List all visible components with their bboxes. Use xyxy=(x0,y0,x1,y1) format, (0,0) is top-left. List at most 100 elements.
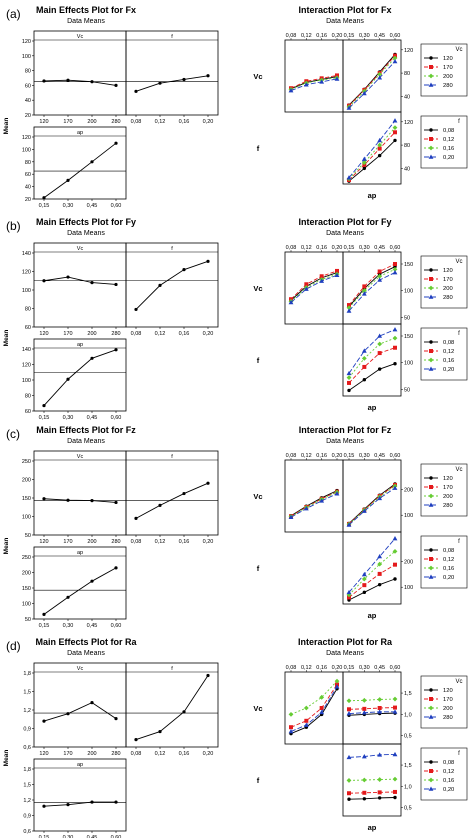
series-point xyxy=(334,684,340,689)
series-line xyxy=(348,578,396,601)
y-tick-label: 80 xyxy=(25,307,31,313)
series-point xyxy=(334,76,340,81)
x-tick-label: 200 xyxy=(87,119,96,125)
series-point xyxy=(393,795,397,800)
legend-item-label: 0,12 xyxy=(443,557,454,563)
series-line xyxy=(348,54,396,106)
series-line xyxy=(290,76,338,90)
series-point xyxy=(392,55,398,61)
series-line xyxy=(290,686,338,732)
series-line xyxy=(348,797,396,800)
x-tick-label: 0,45 xyxy=(87,623,98,629)
series-point xyxy=(303,705,309,711)
legend-item-label: 0,08 xyxy=(443,340,454,346)
y-tick-label: 0,9 xyxy=(23,727,31,733)
series-point xyxy=(347,303,351,308)
series-point xyxy=(377,706,382,710)
y-tick-label: 100 xyxy=(404,513,413,519)
main-effect-point xyxy=(182,77,186,82)
main-effect-point xyxy=(134,738,138,742)
series-point xyxy=(304,282,309,287)
y-tick-label: 20 xyxy=(25,113,31,119)
y-tick-label: 50 xyxy=(404,315,410,321)
series-point xyxy=(392,709,398,714)
legend-swatch-marker xyxy=(429,65,433,69)
panel-label: (b) xyxy=(6,219,21,233)
x-tick-label: 0,12 xyxy=(155,119,166,125)
y-tick-label: 100 xyxy=(22,515,31,521)
series-line xyxy=(290,78,338,91)
facet-frame xyxy=(125,450,219,536)
legend-swatch-marker xyxy=(428,493,434,499)
series-point xyxy=(377,367,382,371)
series-point xyxy=(393,262,397,266)
x-tick-label: 0,15 xyxy=(39,623,50,629)
main-effect-line xyxy=(135,260,209,310)
x-tick-label: 0,60 xyxy=(111,623,122,629)
series-point xyxy=(319,274,324,279)
series-line xyxy=(348,127,396,180)
facet-label: f xyxy=(171,454,173,460)
series-point xyxy=(361,156,367,161)
x-tick-label: 120 xyxy=(39,751,48,757)
legend-swatch-marker xyxy=(429,760,433,764)
x-tick-label: 0,15 xyxy=(39,203,50,209)
series-line xyxy=(348,483,396,524)
main-effect-point xyxy=(158,729,162,734)
x-tick-label: 280 xyxy=(111,331,120,337)
y-tick-label: 100 xyxy=(404,361,413,367)
interaction-cell-Vc-ap: 100 200 xyxy=(342,459,413,533)
legend-box xyxy=(420,535,468,589)
y-tick-label: 0,5 xyxy=(404,734,412,740)
top-tick-label: 0,30 xyxy=(359,33,370,39)
series-line xyxy=(290,684,338,728)
top-tick-label: 0,15 xyxy=(344,665,355,671)
legend-swatch-marker xyxy=(429,137,433,141)
cell-frame xyxy=(284,251,344,325)
series-point xyxy=(362,583,367,588)
main-effect-point xyxy=(42,196,46,200)
main-effect-line xyxy=(43,498,117,503)
main-effects-facet-f: f 0,08 0,12 0,16 0,20 xyxy=(125,30,219,125)
x-tick-label: 0,20 xyxy=(203,119,214,125)
series-point xyxy=(392,335,398,341)
y-tick-label: 60 xyxy=(25,172,31,178)
y-axis-label: Mean xyxy=(3,538,10,555)
series-point xyxy=(377,752,383,757)
y-tick-label: 120 xyxy=(22,270,31,276)
main-effect-point xyxy=(134,307,138,312)
x-tick-label: 0,08 xyxy=(131,539,142,545)
y-tick-label: 80 xyxy=(404,71,410,77)
x-tick-label: 170 xyxy=(63,119,72,125)
series-point xyxy=(361,348,367,353)
main-effects-title: Main Effects Plot for Fy xyxy=(36,217,136,227)
series-point xyxy=(377,277,383,282)
y-tick-label: 40 xyxy=(404,166,410,172)
series-point xyxy=(393,362,397,366)
top-tick-label: 0,60 xyxy=(390,245,401,251)
y-tick-label: 200 xyxy=(404,560,413,566)
series-line xyxy=(348,791,396,794)
main-effects-title: Main Effects Plot for Fz xyxy=(36,425,136,435)
top-tick-label: 0,16 xyxy=(316,245,327,251)
y-tick-label: 1,2 xyxy=(23,798,31,804)
y-tick-label: 100 xyxy=(22,602,31,608)
x-tick-label: 0,08 xyxy=(131,331,142,337)
facet-label: Vc xyxy=(77,246,84,252)
main-effect-point xyxy=(206,481,210,485)
row-label: Vc xyxy=(253,704,262,713)
y-tick-label: 250 xyxy=(22,459,31,465)
main-effect-point xyxy=(42,804,46,808)
series-point xyxy=(319,79,325,84)
legend-title: f xyxy=(458,331,460,337)
series-point xyxy=(346,105,352,110)
interaction-plot: Interaction Plot for Fz Data Means 0,08 0,1… xyxy=(253,425,468,620)
series-point xyxy=(361,508,367,513)
series-point xyxy=(361,160,367,165)
y-tick-label: 120 xyxy=(22,135,31,141)
series-point xyxy=(393,562,397,567)
series-point xyxy=(319,706,324,710)
series-point xyxy=(393,577,397,581)
main-effect-point xyxy=(90,701,94,705)
legend-item-label: 120 xyxy=(443,268,453,274)
